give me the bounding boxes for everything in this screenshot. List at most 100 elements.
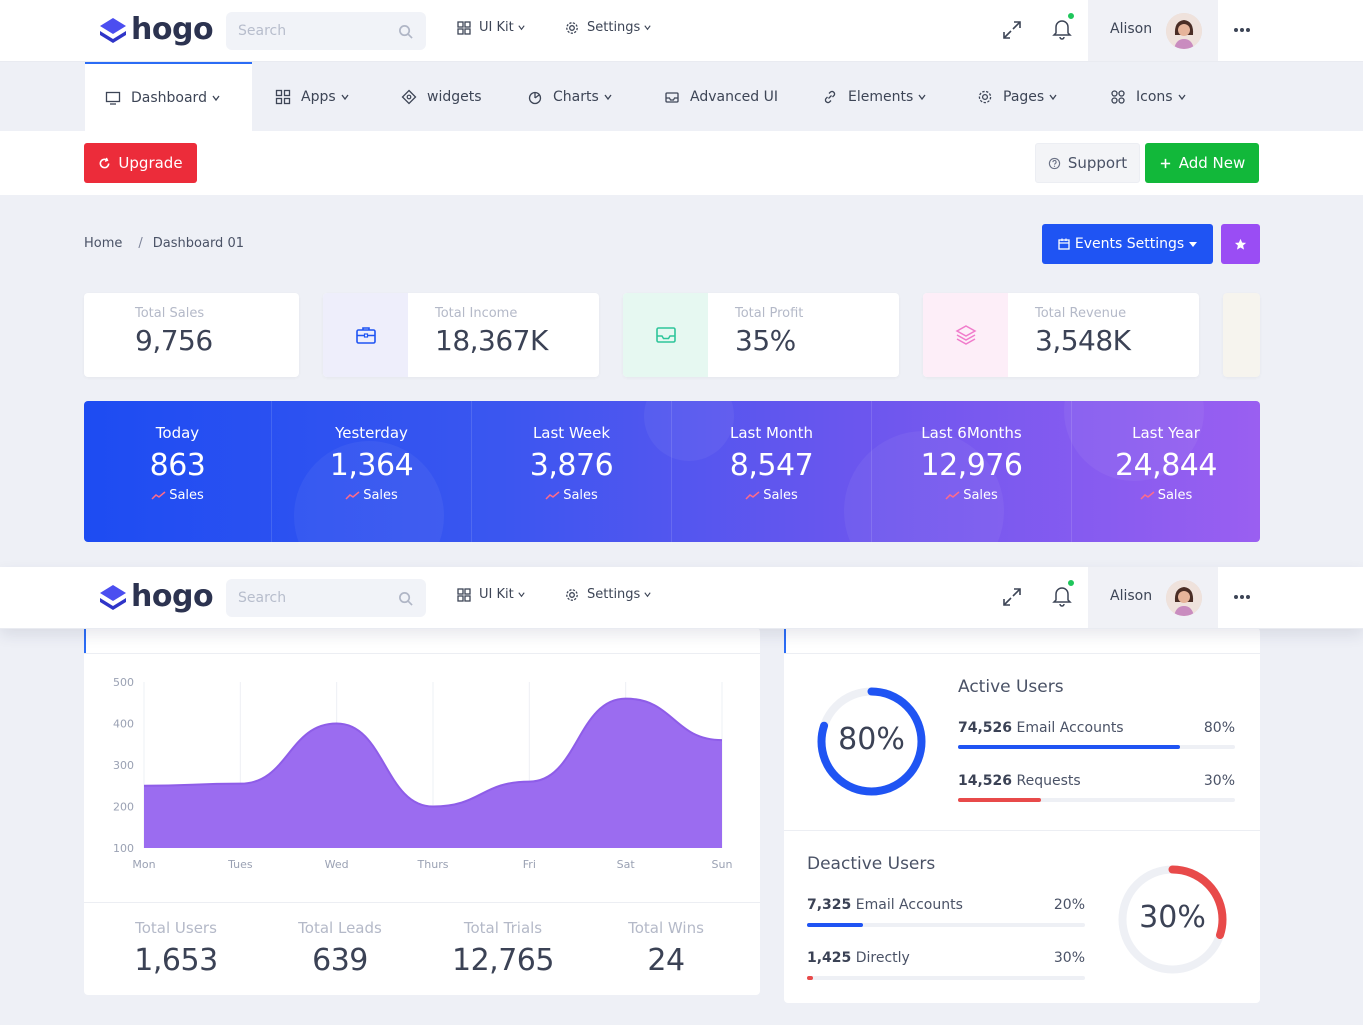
chevron-down-icon xyxy=(644,25,651,31)
menu-settings[interactable]: Settings xyxy=(565,20,652,35)
user-name: Alison xyxy=(1110,21,1153,37)
chevron-down-icon xyxy=(604,94,612,100)
nav-pages[interactable]: Pages xyxy=(977,62,1058,131)
stat-label: Total Income xyxy=(435,306,518,321)
footer-total-trials: Total Trials 12,765 xyxy=(421,919,585,978)
x-tick-label: Sat xyxy=(617,858,636,871)
nav-icons[interactable]: Icons xyxy=(1110,62,1187,131)
nav-apps[interactable]: Apps xyxy=(275,62,350,131)
menu-uikit[interactable]: UI Kit xyxy=(457,587,526,602)
chart-footer: Total Users 1,653 Total Leads 639 Total … xyxy=(84,902,760,995)
sales-value: 3,876 xyxy=(529,448,614,483)
row-label: Directly xyxy=(855,950,910,966)
search-box[interactable] xyxy=(226,12,426,50)
support-button[interactable]: Support xyxy=(1035,143,1140,183)
user-menu[interactable]: Alison xyxy=(1088,567,1218,628)
active-users-title: Active Users xyxy=(958,677,1064,697)
notification-dot xyxy=(1067,12,1075,20)
row-label: Requests xyxy=(1016,773,1081,789)
chevron-down-icon xyxy=(1178,94,1186,100)
bell-icon xyxy=(1052,587,1072,607)
notifications-button[interactable] xyxy=(1052,12,1075,40)
user-name: Alison xyxy=(1110,588,1153,604)
add-new-button[interactable]: Add New xyxy=(1145,143,1259,183)
nav-apps-label: Apps xyxy=(301,88,336,105)
favorite-button[interactable] xyxy=(1221,224,1260,264)
deactive-row-directly: 1,425 Directly xyxy=(807,950,910,966)
active-users-ring xyxy=(817,687,926,796)
row-count: 14,526 xyxy=(958,773,1013,789)
footer-label: Total Users xyxy=(135,919,217,937)
sales-period-label: Last 6Months xyxy=(921,424,1022,442)
refresh-icon xyxy=(99,157,110,168)
events-settings-button[interactable]: Events Settings xyxy=(1042,224,1213,264)
logo-layers-icon xyxy=(100,18,126,43)
search-input[interactable] xyxy=(226,12,386,50)
chevron-down-icon xyxy=(644,592,651,598)
grid-icon xyxy=(275,89,291,104)
calendar-icon xyxy=(1058,238,1070,250)
trend-up-icon xyxy=(945,491,960,500)
sales-period-label: Last Month xyxy=(729,424,814,442)
menu-settings-label: Settings xyxy=(587,587,641,602)
sticky-header: hogo UI Kit Settings Alison xyxy=(0,567,1363,629)
stat-card-total-sales: Total Sales 9,756 xyxy=(84,293,299,377)
sales-last-week: Last Week 3,876 Sales xyxy=(472,401,672,542)
search-icon[interactable] xyxy=(398,24,413,39)
menu-uikit[interactable]: UI Kit xyxy=(457,20,526,35)
brand-logo[interactable]: hogo xyxy=(99,579,214,615)
notifications-button[interactable] xyxy=(1052,579,1075,607)
footer-total-wins: Total Wins 24 xyxy=(584,919,748,978)
stat-card-partial xyxy=(1223,293,1260,377)
breadcrumb: Home / Dashboard 01 xyxy=(84,236,244,251)
plus-icon xyxy=(1160,158,1170,168)
more-dots-icon[interactable] xyxy=(1232,26,1252,34)
upgrade-button[interactable]: Upgrade xyxy=(84,143,197,183)
events-settings-label: Events Settings xyxy=(1074,236,1185,252)
nav-dashboard[interactable]: Dashboard xyxy=(85,62,252,131)
nav-charts-label: Charts xyxy=(553,88,599,105)
user-menu[interactable]: Alison xyxy=(1088,0,1218,61)
sales-last-year: Last Year 24,844 Sales xyxy=(1072,401,1260,542)
search-box[interactable] xyxy=(226,579,426,617)
row-label: Email Accounts xyxy=(855,897,963,913)
nav-elements[interactable]: Elements xyxy=(822,62,927,131)
stat-card-total-revenue: Total Revenue 3,548K xyxy=(923,293,1199,377)
trend-up-icon xyxy=(745,491,760,500)
stat-card-total-income: Total Income 18,367K xyxy=(323,293,599,377)
menu-uikit-label: UI Kit xyxy=(479,587,514,602)
y-tick-label: 100 xyxy=(113,842,134,855)
nav-advanced-ui[interactable]: Advanced UI xyxy=(664,62,778,131)
menu-settings[interactable]: Settings xyxy=(565,587,652,602)
panel-accent xyxy=(784,628,786,654)
row-percent: 80% xyxy=(1203,720,1235,736)
row-count: 74,526 xyxy=(958,720,1013,736)
search-icon[interactable] xyxy=(398,591,413,606)
deactive-email-progress xyxy=(807,923,1085,927)
sales-last-month: Last Month 8,547 Sales xyxy=(672,401,872,542)
footer-value: 12,765 xyxy=(452,943,554,978)
deactive-directly-progress xyxy=(807,976,1085,980)
nav-charts[interactable]: Charts xyxy=(527,62,613,131)
action-bar: Upgrade Support Add New xyxy=(0,131,1363,195)
panel-divider xyxy=(784,653,1260,654)
active-row-requests: 14,526 Requests xyxy=(958,773,1081,789)
fullscreen-icon[interactable] xyxy=(1002,587,1022,607)
progress-fill xyxy=(958,798,1042,802)
chevron-down-icon xyxy=(518,592,525,598)
row-count: 7,325 xyxy=(807,897,852,913)
panel-accent xyxy=(84,628,86,654)
x-tick-label: Mon xyxy=(132,858,155,871)
brand-logo[interactable]: hogo xyxy=(99,12,214,48)
sales-sub-label: Sales xyxy=(363,488,398,503)
upgrade-label: Upgrade xyxy=(118,154,183,172)
menu-uikit-label: UI Kit xyxy=(479,20,514,35)
fullscreen-icon[interactable] xyxy=(1002,20,1022,40)
search-input[interactable] xyxy=(226,579,386,617)
breadcrumb-separator: / xyxy=(138,236,143,251)
chevron-down-icon xyxy=(918,94,926,100)
breadcrumb-home[interactable]: Home xyxy=(84,236,123,251)
sales-sub-label: Sales xyxy=(169,488,204,503)
nav-widgets[interactable]: widgets xyxy=(401,62,482,131)
more-dots-icon[interactable] xyxy=(1232,593,1252,601)
